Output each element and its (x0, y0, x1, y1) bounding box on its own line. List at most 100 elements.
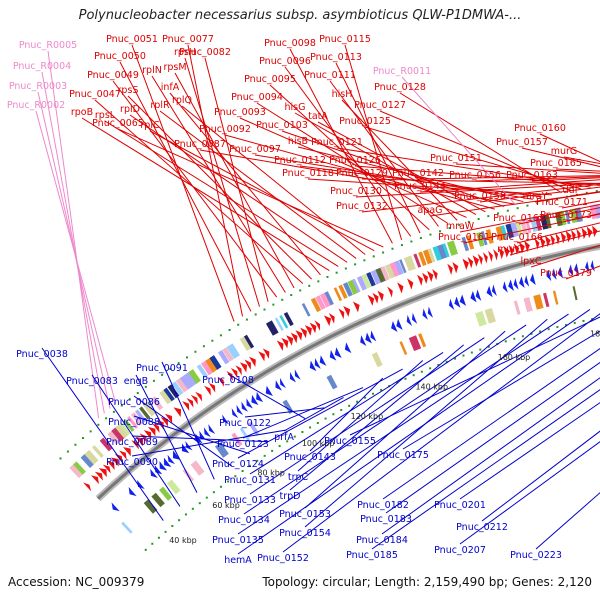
reverse-gene-label: Pnuc_0154 (279, 528, 331, 539)
forward-gene-arrow (118, 450, 127, 460)
cog-category-block (171, 381, 184, 396)
reverse-gene-arrow (111, 502, 120, 512)
forward-leader-line (297, 146, 524, 203)
forward-gene-arrow (195, 391, 203, 402)
cog-category-block (159, 389, 173, 405)
reverse-gene-arrow (502, 281, 508, 293)
forward-gene-label: mraW (446, 221, 475, 232)
cog-category-block (179, 374, 194, 390)
outer-tick-dot (448, 227, 451, 230)
outer-tick-dot (120, 404, 123, 407)
forward-gene-arrow (462, 258, 469, 270)
forward-gene-arrow (304, 325, 312, 336)
forward-gene-arrow (387, 286, 393, 298)
scale-label: 80 kbp (257, 469, 285, 478)
reverse-gene-arrow (557, 266, 564, 279)
outer-tick-dot (354, 263, 357, 266)
reverse-gene-arrow (203, 427, 211, 438)
reverse-gene-arrow (159, 461, 168, 471)
reverse-gene-label: Pnuc_0201 (434, 500, 486, 511)
forward-gene-arrow (377, 290, 384, 302)
outer-tick-dot (467, 220, 470, 223)
forward-gene-arrow (186, 397, 194, 408)
forward-leader-line (539, 133, 600, 163)
forward-gene-label: hisB (288, 136, 308, 147)
forward-gene-arrow (110, 457, 119, 467)
forward-gene-arrow (488, 250, 493, 263)
reverse-leader-line (237, 368, 403, 459)
reverse-leader-line (309, 377, 384, 452)
reverse-gene-arrow (329, 349, 337, 361)
forward-gene-label: rpsS (118, 85, 139, 96)
outer-tick-dot (245, 318, 248, 321)
inner-category-block (552, 290, 559, 305)
forward-gene-arrow (452, 261, 459, 274)
reverse-gene-arrow (454, 296, 461, 308)
inner-tick-dot (171, 524, 174, 527)
reverse-gene-arrow (491, 284, 497, 296)
reverse-gene-arrow (427, 306, 434, 318)
forward-leader-line (355, 182, 600, 198)
forward-gene-label: Pnuc_0163 (506, 170, 558, 181)
inner-category-block (159, 486, 173, 501)
cog-category-block (123, 418, 135, 432)
cog-category-block (437, 244, 448, 260)
forward-gene-label: Pnuc_0127 (354, 100, 406, 111)
reverse-gene-arrow (513, 278, 519, 290)
reverse-leader-line (242, 387, 364, 439)
reverse-leader-line (459, 441, 600, 545)
reverse-gene-arrow (241, 401, 249, 412)
reverse-gene-arrow (459, 294, 467, 306)
cog-category-block (324, 291, 334, 306)
inner-tick-dot (445, 360, 448, 363)
cog-category-block (217, 350, 230, 365)
forward-gene-label: Pnuc_0165 (530, 158, 582, 169)
forward-leader-line (294, 112, 477, 215)
forward-leader-line (563, 156, 600, 165)
forward-gene-label: rplC (140, 120, 160, 131)
cog-category-block (107, 429, 123, 445)
reverse-gene-arrow (246, 398, 253, 409)
forward-leader-line (131, 44, 235, 322)
outer-tick-dot (391, 247, 394, 250)
inner-tick-dot (205, 496, 208, 499)
inner-category-block (248, 421, 260, 436)
reverse-gene-label: Pnuc_0184 (356, 535, 408, 546)
forward-gene-arrow (143, 430, 152, 440)
cog-category-block (399, 259, 407, 274)
inner-tick-dot (521, 335, 524, 338)
cog-category-block (510, 222, 520, 238)
reverse-gene-arrow (370, 330, 377, 342)
forward-gene-label: Pnuc_0051 (106, 34, 158, 45)
outer-tick-dot (546, 200, 549, 203)
forward-gene-arrow (432, 269, 438, 281)
forward-gene-label: Pnuc_0132 (336, 201, 388, 212)
cog-category-block (139, 406, 151, 420)
outer-tick-dot (526, 204, 529, 207)
reverse-gene-arrow (256, 391, 264, 403)
cog-category-block (515, 221, 523, 236)
cog-category-block (69, 464, 83, 479)
forward-leader-line (361, 183, 600, 213)
forward-leader-line (429, 191, 600, 217)
forward-gene-label: rplR (150, 100, 170, 111)
forward-gene-arrow (518, 241, 525, 254)
cog-category-block (222, 347, 234, 362)
inner-tick-dot (191, 507, 194, 510)
forward-gene-label: murG (551, 146, 578, 157)
forward-gene-label: Pnuc_0129 (336, 168, 388, 179)
outer-tick-dot (219, 334, 222, 337)
inner-tick-dot (513, 337, 516, 340)
forward-gene-arrow (295, 330, 303, 341)
cog-category-block (315, 295, 326, 310)
forward-gene-arrow (98, 468, 107, 478)
cog-category-block (319, 291, 333, 308)
forward-leader-line (463, 213, 600, 244)
reverse-gene-label: Pnuc_0175 (377, 450, 429, 461)
outer-tick-dot (439, 230, 442, 233)
backbone-circle (96, 244, 600, 500)
inner-tick-dot (157, 536, 160, 539)
outer-tick-dot (299, 289, 302, 292)
reverse-leader-line (385, 361, 600, 514)
inner-tick-dot (470, 351, 473, 354)
